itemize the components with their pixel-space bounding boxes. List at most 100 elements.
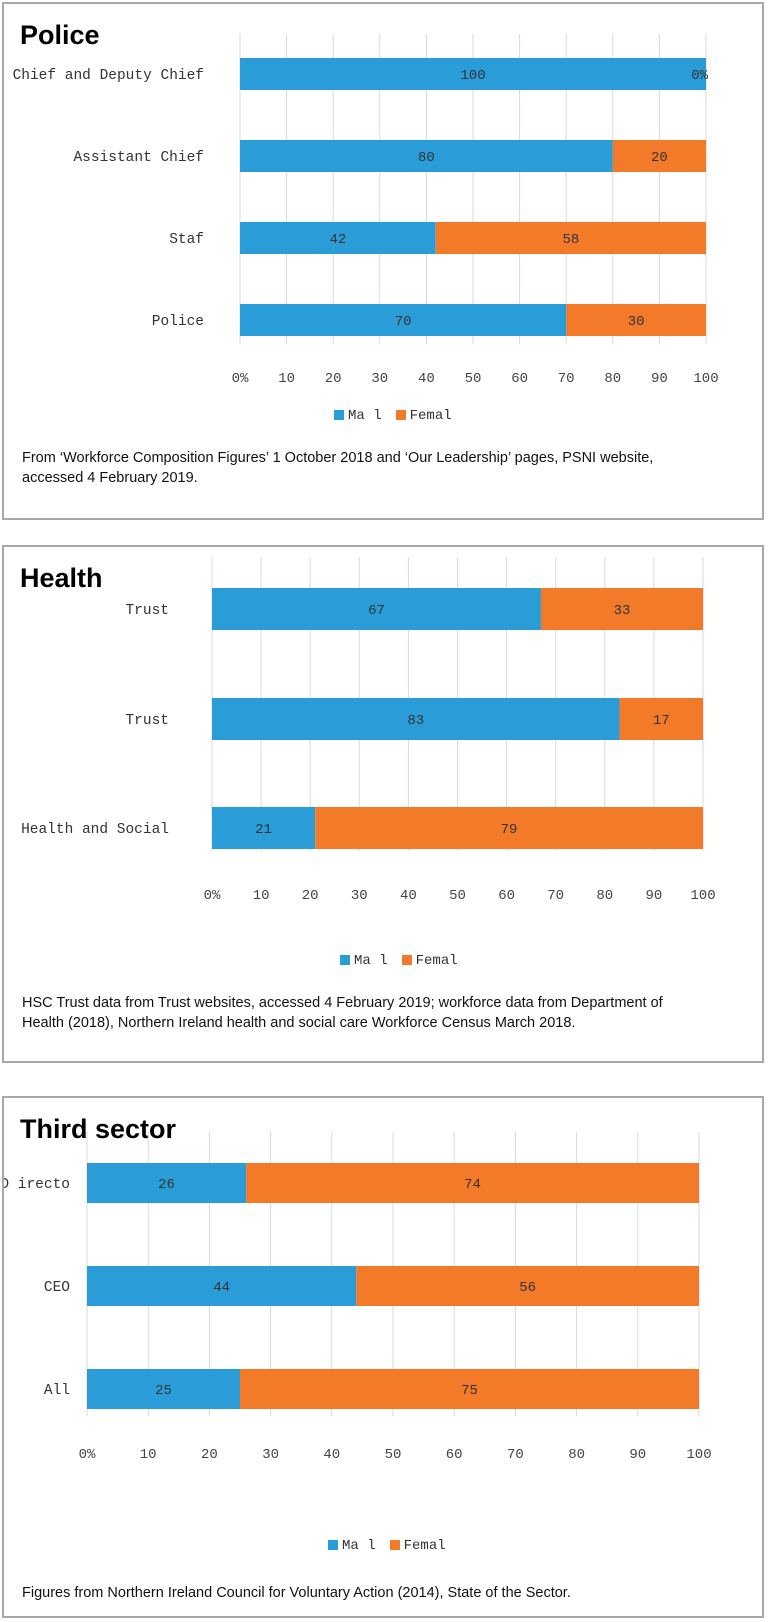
x-tick-label: 100 bbox=[686, 1447, 711, 1463]
category-label: CEO bbox=[44, 1280, 70, 1296]
x-tick-label: 50 bbox=[385, 1447, 402, 1463]
x-tick-label: 10 bbox=[140, 1447, 157, 1463]
legend-swatch-male bbox=[328, 1540, 338, 1550]
panel-title: Health bbox=[20, 563, 103, 593]
bar-female bbox=[315, 807, 703, 849]
legend-label-female: Femal bbox=[409, 408, 452, 424]
data-label: 21 bbox=[255, 822, 272, 838]
x-tick-label: 30 bbox=[351, 888, 368, 904]
source-note: Figures from Northern Ireland Council fo… bbox=[22, 1585, 571, 1601]
category-label: Police bbox=[152, 314, 204, 330]
data-label: 80 bbox=[418, 150, 435, 166]
data-label: 20 bbox=[651, 150, 668, 166]
x-tick-label: 60 bbox=[511, 371, 528, 387]
category-label: Health and Social bbox=[21, 822, 169, 838]
x-tick-label: 20 bbox=[325, 371, 342, 387]
bar-male bbox=[87, 1163, 247, 1203]
x-tick-label: 60 bbox=[446, 1447, 463, 1463]
data-label: 67 bbox=[368, 603, 385, 619]
x-tick-label: 70 bbox=[547, 888, 564, 904]
data-label: 58 bbox=[562, 232, 579, 248]
legend-swatch-male bbox=[340, 955, 350, 965]
data-label: 44 bbox=[213, 1280, 230, 1296]
bar-female bbox=[540, 588, 703, 630]
bar-female bbox=[435, 222, 706, 254]
source-note: HSC Trust data from Trust websites, acce… bbox=[22, 995, 663, 1031]
data-label: 33 bbox=[614, 603, 631, 619]
bar-female bbox=[619, 698, 703, 740]
chart-legend: Ma l Femal bbox=[334, 408, 466, 424]
data-label: 100 bbox=[460, 68, 485, 84]
x-tick-label: 100 bbox=[693, 371, 718, 387]
x-tick-label: 40 bbox=[418, 371, 435, 387]
x-tick-label: 0% bbox=[79, 1447, 96, 1463]
bar-female bbox=[612, 140, 706, 172]
bar-male bbox=[212, 588, 541, 630]
x-tick-label: 10 bbox=[278, 371, 295, 387]
bar-female bbox=[356, 1266, 699, 1306]
data-label: 70 bbox=[395, 314, 412, 330]
source-note: From ‘Workforce Composition Figures’ 1 O… bbox=[22, 450, 654, 486]
x-tick-label: 30 bbox=[371, 371, 388, 387]
legend-swatch-male bbox=[334, 410, 344, 420]
police-panel: Police 0% 10 20 30 40 50 60 70 80 90 100 Chief and … bbox=[2, 2, 764, 520]
data-label: 56 bbox=[519, 1280, 536, 1296]
category-label: D irecto bbox=[4, 1177, 70, 1193]
data-label: 17 bbox=[653, 713, 670, 729]
chart-legend: Ma l Femal bbox=[340, 953, 472, 969]
data-label: 30 bbox=[628, 314, 645, 330]
bar-female bbox=[246, 1163, 699, 1203]
bar-male bbox=[240, 304, 567, 336]
category-label: All bbox=[44, 1383, 70, 1399]
data-label: 83 bbox=[407, 713, 424, 729]
bar-male bbox=[240, 58, 706, 90]
x-tick-label: 70 bbox=[558, 371, 575, 387]
x-tick-label: 30 bbox=[262, 1447, 279, 1463]
data-label: 42 bbox=[329, 232, 346, 248]
x-tick-label: 0% bbox=[232, 371, 249, 387]
x-tick-label: 20 bbox=[302, 888, 319, 904]
x-tick-label: 100 bbox=[690, 888, 715, 904]
x-tick-label: 90 bbox=[645, 888, 662, 904]
police-chart: 0% 10 20 30 40 50 60 70 80 90 100 Chief and Deputy … bbox=[13, 34, 719, 387]
data-label: 79 bbox=[501, 822, 518, 838]
x-tick-label: 0% bbox=[204, 888, 221, 904]
legend-label-female: Femal bbox=[415, 953, 458, 969]
category-label: Assistant Chief bbox=[73, 150, 204, 166]
legend-label-male: Ma l bbox=[342, 1538, 376, 1554]
third-sector-panel: Third sector 0% 10 20 30 40 50 60 70 80 90 100 D ir… bbox=[2, 1096, 764, 1618]
x-tick-label: 10 bbox=[253, 888, 270, 904]
bar-female bbox=[566, 304, 706, 336]
x-tick-label: 40 bbox=[400, 888, 417, 904]
bar-female bbox=[240, 1369, 699, 1409]
category-label: Staf bbox=[169, 232, 204, 248]
x-tick-label: 70 bbox=[507, 1447, 524, 1463]
x-tick-label: 50 bbox=[449, 888, 466, 904]
data-label: 0% bbox=[691, 68, 708, 84]
x-tick-label: 20 bbox=[201, 1447, 218, 1463]
x-tick-label: 90 bbox=[629, 1447, 646, 1463]
data-label: 25 bbox=[155, 1383, 172, 1399]
bar-male bbox=[240, 222, 436, 254]
category-label: Trust bbox=[125, 603, 169, 619]
panel-title: Police bbox=[20, 20, 100, 50]
category-label: Trust bbox=[125, 713, 169, 729]
third-sector-chart: 0% 10 20 30 40 50 60 70 80 90 100 D irecto 26 74 CEO 44… bbox=[4, 1132, 712, 1463]
legend-label-male: Ma l bbox=[348, 408, 382, 424]
legend-swatch-female bbox=[401, 955, 412, 965]
panel-title: Third sector bbox=[20, 1114, 177, 1144]
bar-male bbox=[212, 698, 620, 740]
data-label: 74 bbox=[464, 1177, 481, 1193]
x-tick-label: 80 bbox=[568, 1447, 585, 1463]
data-label: 75 bbox=[461, 1383, 478, 1399]
x-tick-label: 40 bbox=[323, 1447, 340, 1463]
bar-male bbox=[212, 807, 316, 849]
bar-male bbox=[87, 1266, 357, 1306]
health-chart: 0% 10 20 30 40 50 60 70 80 90 100 Trust 67 33 Trust 83 1… bbox=[21, 557, 716, 904]
x-tick-label: 50 bbox=[465, 371, 482, 387]
x-tick-label: 80 bbox=[604, 371, 621, 387]
x-tick-label: 60 bbox=[498, 888, 515, 904]
chart-legend: Ma l Femal bbox=[328, 1538, 460, 1554]
bar-male bbox=[87, 1369, 240, 1409]
legend-label-male: Ma l bbox=[354, 953, 388, 969]
